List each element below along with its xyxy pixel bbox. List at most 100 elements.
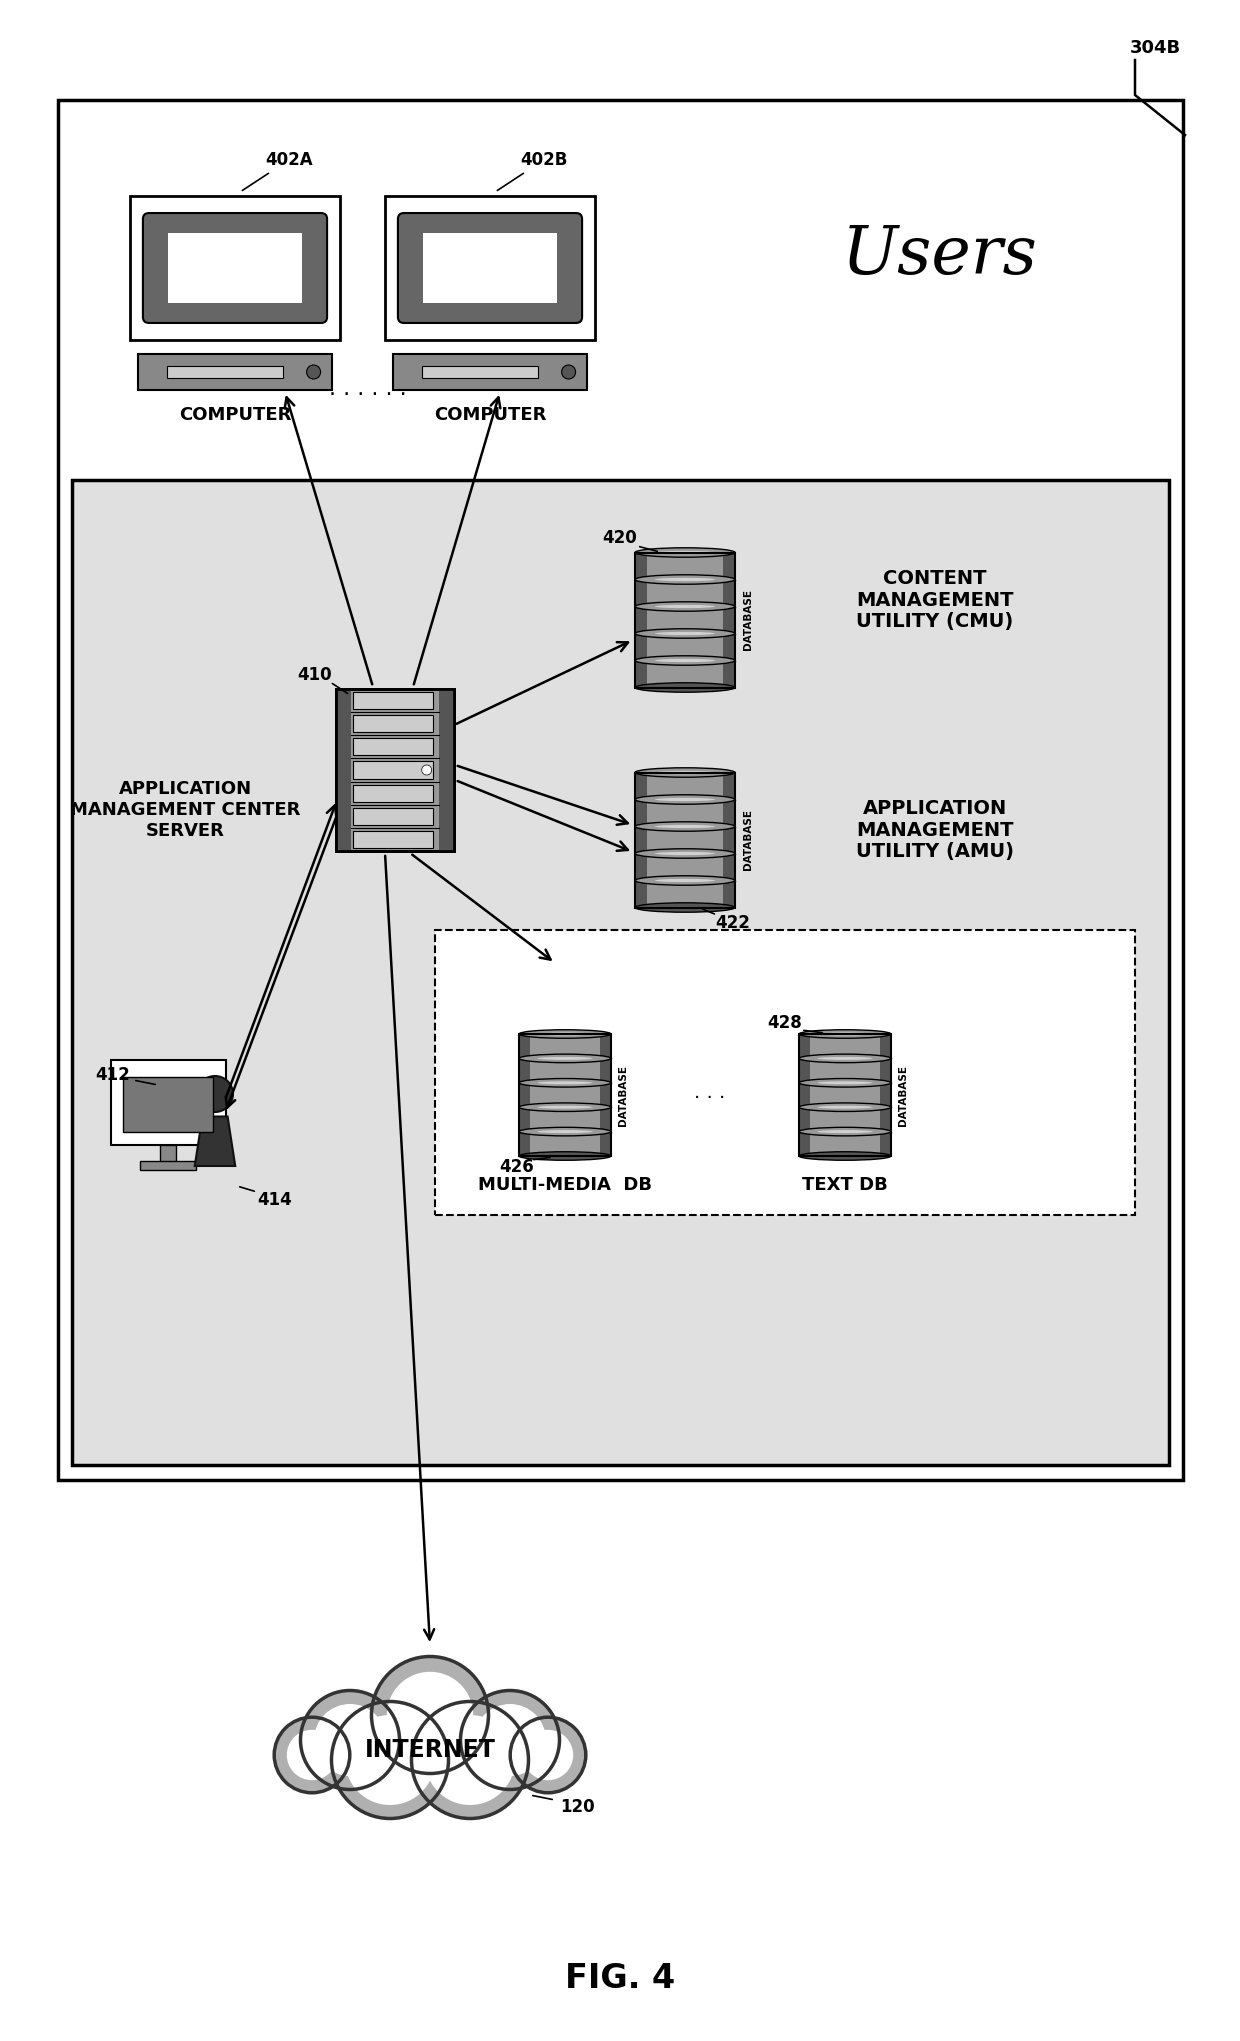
Ellipse shape xyxy=(537,1082,593,1084)
Ellipse shape xyxy=(655,798,715,802)
Text: 414: 414 xyxy=(258,1192,293,1208)
Bar xyxy=(880,1035,892,1155)
Circle shape xyxy=(422,765,432,776)
Ellipse shape xyxy=(799,1078,892,1088)
Bar xyxy=(110,1059,226,1145)
Bar xyxy=(336,690,351,851)
Text: 422: 422 xyxy=(715,914,750,933)
Bar xyxy=(520,1035,529,1155)
Text: APPLICATION
MANAGEMENT
UTILITY (AMU): APPLICATION MANAGEMENT UTILITY (AMU) xyxy=(856,798,1014,861)
Bar xyxy=(160,1145,176,1163)
Ellipse shape xyxy=(799,1127,892,1137)
Ellipse shape xyxy=(520,1127,611,1137)
Text: DATABASE: DATABASE xyxy=(743,590,753,651)
Ellipse shape xyxy=(799,1102,892,1112)
Circle shape xyxy=(412,1702,528,1819)
Bar xyxy=(723,771,735,908)
Bar xyxy=(353,808,433,825)
Circle shape xyxy=(460,1690,559,1790)
Bar xyxy=(353,714,433,733)
Bar xyxy=(723,553,735,688)
Ellipse shape xyxy=(799,1031,892,1039)
Ellipse shape xyxy=(655,604,715,608)
Text: APPLICATION
MANAGEMENT CENTER
SERVER: APPLICATION MANAGEMENT CENTER SERVER xyxy=(69,780,300,839)
Text: · · ·: · · · xyxy=(694,1088,725,1108)
Bar xyxy=(353,831,433,847)
Bar xyxy=(520,1035,611,1155)
Ellipse shape xyxy=(817,1033,873,1035)
Text: FIG. 4: FIG. 4 xyxy=(565,1961,675,1994)
Text: Users: Users xyxy=(842,222,1038,288)
Bar xyxy=(353,761,433,778)
Text: 304B: 304B xyxy=(1130,39,1180,57)
FancyBboxPatch shape xyxy=(143,212,327,322)
Ellipse shape xyxy=(635,794,735,804)
FancyBboxPatch shape xyxy=(398,212,582,322)
Bar xyxy=(635,553,735,688)
Circle shape xyxy=(331,1702,449,1819)
Bar xyxy=(439,690,454,851)
Text: INTERNET: INTERNET xyxy=(365,1739,496,1761)
Bar xyxy=(635,771,735,908)
Text: · · · · · ·: · · · · · · xyxy=(329,386,407,404)
Ellipse shape xyxy=(635,602,735,610)
Ellipse shape xyxy=(799,1151,892,1159)
Bar xyxy=(130,196,340,341)
Ellipse shape xyxy=(635,876,735,886)
Ellipse shape xyxy=(817,1131,873,1133)
Bar xyxy=(635,771,735,908)
Text: TEXT DB: TEXT DB xyxy=(802,1176,888,1194)
Bar xyxy=(600,1035,611,1155)
Ellipse shape xyxy=(635,684,735,692)
Ellipse shape xyxy=(817,1057,873,1059)
Circle shape xyxy=(562,365,575,380)
Bar xyxy=(799,1035,810,1155)
Bar xyxy=(799,1035,892,1155)
Ellipse shape xyxy=(655,825,715,829)
Ellipse shape xyxy=(655,551,715,555)
Ellipse shape xyxy=(537,1033,593,1035)
Ellipse shape xyxy=(537,1106,593,1108)
Ellipse shape xyxy=(635,655,735,665)
Circle shape xyxy=(510,1716,585,1792)
Bar xyxy=(336,690,454,851)
Text: 412: 412 xyxy=(95,1065,130,1084)
Ellipse shape xyxy=(635,849,735,857)
Circle shape xyxy=(286,1731,337,1780)
Bar xyxy=(435,931,1135,1214)
Ellipse shape xyxy=(537,1057,593,1059)
Ellipse shape xyxy=(817,1082,873,1084)
Circle shape xyxy=(345,1714,435,1804)
Text: COMPUTER: COMPUTER xyxy=(434,406,546,425)
Text: 420: 420 xyxy=(603,529,637,547)
Bar xyxy=(72,480,1169,1465)
Text: 428: 428 xyxy=(768,1014,802,1033)
Bar xyxy=(384,196,595,341)
Ellipse shape xyxy=(799,1053,892,1063)
Ellipse shape xyxy=(655,633,715,635)
Ellipse shape xyxy=(655,578,715,582)
Bar xyxy=(423,365,538,378)
Text: DATABASE: DATABASE xyxy=(898,1065,908,1125)
Circle shape xyxy=(387,1672,474,1757)
Ellipse shape xyxy=(635,767,735,778)
Ellipse shape xyxy=(655,851,715,855)
Bar xyxy=(635,771,647,908)
Circle shape xyxy=(372,1657,489,1774)
Text: DATABASE: DATABASE xyxy=(618,1065,627,1125)
Circle shape xyxy=(523,1731,573,1780)
Bar xyxy=(353,692,433,708)
Bar xyxy=(799,1035,892,1155)
Ellipse shape xyxy=(520,1053,611,1063)
Circle shape xyxy=(314,1704,386,1776)
Ellipse shape xyxy=(635,823,735,831)
Circle shape xyxy=(300,1690,399,1790)
Text: MULTI-MEDIA  DB: MULTI-MEDIA DB xyxy=(477,1176,652,1194)
Text: 402B: 402B xyxy=(497,151,568,190)
Ellipse shape xyxy=(520,1151,611,1159)
Bar xyxy=(393,353,587,390)
Ellipse shape xyxy=(635,629,735,639)
Circle shape xyxy=(425,1714,515,1804)
Text: 120: 120 xyxy=(560,1798,595,1816)
Circle shape xyxy=(306,365,321,380)
